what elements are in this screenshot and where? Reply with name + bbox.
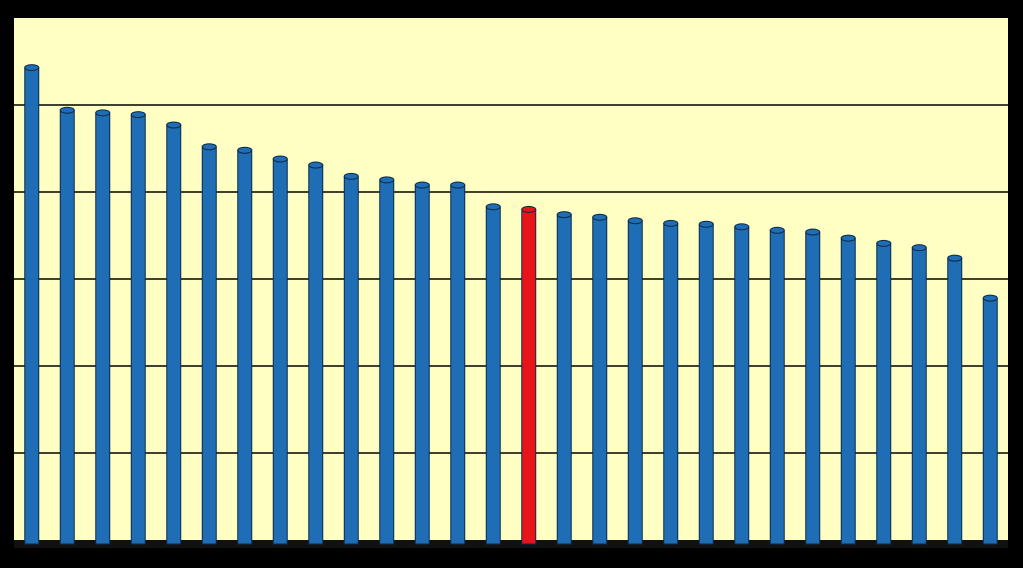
bar bbox=[876, 242, 892, 545]
bar-cap bbox=[663, 219, 679, 227]
bar-cap bbox=[876, 239, 892, 247]
bar-cap bbox=[414, 181, 430, 189]
bar bbox=[237, 149, 253, 545]
bar bbox=[95, 112, 111, 545]
bar bbox=[769, 229, 785, 545]
bar-cap bbox=[982, 294, 998, 302]
floor bbox=[14, 540, 1008, 548]
bar-cap bbox=[521, 205, 537, 213]
bar-cap bbox=[805, 228, 821, 236]
bar bbox=[414, 184, 430, 545]
bar-cap bbox=[59, 106, 75, 114]
bar-cap bbox=[379, 176, 395, 184]
bar-cap bbox=[130, 111, 146, 119]
bar-cap bbox=[201, 143, 217, 151]
bar-cap bbox=[911, 244, 927, 252]
bar bbox=[130, 114, 146, 545]
bar bbox=[734, 226, 750, 545]
bar bbox=[805, 231, 821, 545]
bar-cap bbox=[592, 213, 608, 221]
bar-cap bbox=[840, 234, 856, 242]
bar-cap bbox=[769, 226, 785, 234]
bar bbox=[698, 223, 714, 545]
bar bbox=[166, 124, 182, 545]
bar-cap bbox=[627, 217, 643, 225]
bar-cap bbox=[734, 223, 750, 231]
bar bbox=[947, 257, 963, 545]
bar-cap bbox=[556, 211, 572, 219]
bar bbox=[521, 208, 537, 545]
bar-cap bbox=[947, 254, 963, 262]
bar bbox=[308, 164, 324, 545]
bar bbox=[663, 222, 679, 545]
bar bbox=[59, 109, 75, 545]
bar-cap bbox=[95, 109, 111, 117]
bar-cap bbox=[343, 172, 359, 180]
bar-cap bbox=[237, 146, 253, 154]
bar bbox=[627, 220, 643, 545]
bar-cap bbox=[308, 161, 324, 169]
bar bbox=[592, 216, 608, 545]
bar-cap bbox=[485, 203, 501, 211]
bar bbox=[556, 214, 572, 545]
bar bbox=[982, 297, 998, 545]
bar bbox=[379, 179, 395, 545]
bar-cap bbox=[698, 220, 714, 228]
bar-cap bbox=[166, 121, 182, 129]
bar bbox=[450, 184, 466, 545]
bar bbox=[343, 175, 359, 545]
bar bbox=[485, 206, 501, 545]
bar bbox=[24, 67, 40, 545]
bar bbox=[272, 158, 288, 545]
bar-cap bbox=[24, 64, 40, 72]
bar-cap bbox=[272, 155, 288, 163]
bar bbox=[840, 237, 856, 545]
bar-cap bbox=[450, 181, 466, 189]
bar bbox=[911, 247, 927, 545]
bar bbox=[201, 146, 217, 545]
